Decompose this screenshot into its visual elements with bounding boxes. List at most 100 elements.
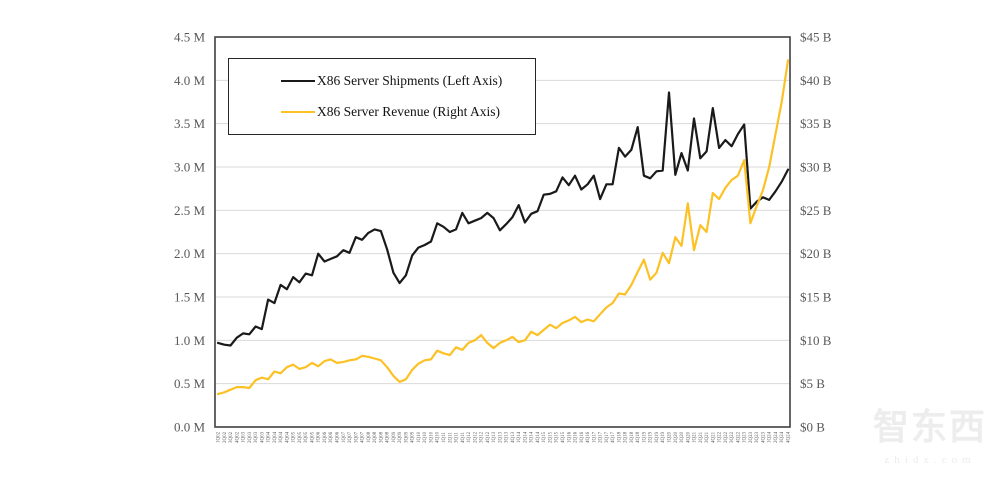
x-axis-tick-label: 3Q03: [254, 431, 259, 443]
x-axis-tick-label: 4Q03: [260, 431, 265, 443]
x-axis-tick-label: 3Q09: [404, 431, 409, 443]
x-axis-tick-label: 3Q05: [304, 431, 309, 443]
x-axis-tick-label: 1Q08: [367, 431, 372, 443]
x-axis-tick-label: 1Q16: [567, 431, 572, 443]
x-axis-tick-label: 4Q22: [736, 431, 741, 443]
x-axis-tick-label: 4Q10: [436, 431, 441, 443]
shipments-line-swatch: [281, 80, 315, 83]
x-axis-tick-label: 4Q02: [235, 431, 240, 443]
x-axis-tick-label: 1Q02: [217, 431, 222, 443]
left-axis-tick-label: 3.5 M: [174, 116, 206, 131]
x-axis-tick-label: 1Q04: [267, 431, 272, 443]
left-axis-tick-label: 2.5 M: [174, 203, 206, 218]
x-axis-tick-label: 2Q02: [223, 431, 228, 443]
right-axis-tick-label: $0 B: [800, 420, 825, 435]
x-axis-tick-label: 1Q09: [392, 431, 397, 443]
revenue-line-swatch: [281, 110, 315, 113]
left-axis-tick-label: 2.0 M: [174, 246, 206, 261]
x-axis-tick-label: 4Q09: [411, 431, 416, 443]
left-axis-tick-label: 1.0 M: [174, 333, 206, 348]
right-axis-tick-label: $45 B: [800, 30, 832, 45]
left-axis-tick-label: 1.5 M: [174, 290, 206, 305]
x-axis-tick-label: 3Q16: [580, 431, 585, 443]
x-axis-tick-label: 2Q21: [699, 431, 704, 443]
x-axis-tick-label: 1Q17: [592, 431, 597, 443]
x-axis-tick-label: 3Q18: [630, 431, 635, 443]
x-axis-tick-label: 4Q04: [285, 431, 290, 443]
x-axis-tick-label: 1Q24: [768, 431, 773, 443]
x-axis-tick-label: 4Q07: [361, 431, 366, 443]
right-axis-tick-label: $10 B: [800, 333, 832, 348]
x-axis-tick-label: 3Q21: [705, 431, 710, 443]
x-axis-tick-label: 1Q19: [642, 431, 647, 443]
x-axis-tick-label: 4Q11: [461, 432, 466, 443]
right-axis-tick-label: $20 B: [800, 246, 832, 261]
x-axis-tick-label: 3Q12: [480, 431, 485, 443]
x-axis-tick-label: 2Q07: [348, 431, 353, 443]
left-axis-tick-label: 3.0 M: [174, 160, 206, 175]
left-axis-tick-label: 0.0 M: [174, 420, 206, 435]
x-axis-tick-label: 1Q12: [467, 431, 472, 443]
legend-item-revenue: X86 Server Revenue (Right Axis): [281, 104, 535, 120]
x-axis-tick-label: 1Q14: [517, 431, 522, 443]
x-axis-tick-label: 2Q12: [473, 431, 478, 443]
x-axis-tick-label: 2Q04: [273, 431, 278, 443]
x-axis-tick-label: 4Q14: [536, 431, 541, 443]
right-axis-tick-label: $15 B: [800, 290, 832, 305]
x-axis-tick-label: 1Q13: [492, 431, 497, 443]
x-axis-tick-label: 1Q06: [317, 431, 322, 443]
x-axis-tick-label: 2Q15: [548, 431, 553, 443]
right-axis-tick-label: $35 B: [800, 116, 832, 131]
x-axis-tick-label: 2Q08: [373, 431, 378, 443]
x-axis-tick-label: 1Q21: [693, 431, 698, 443]
watermark: 智东西 zhidx.com: [862, 402, 998, 466]
x-axis-tick-label: 4Q12: [486, 431, 491, 443]
x-axis-tick-label: 4Q05: [310, 431, 315, 443]
x-axis-tick-label: 3Q04: [279, 431, 284, 443]
x-axis-tick-label: 4Q06: [336, 431, 341, 443]
x-axis-tick-label: 3Q23: [755, 431, 760, 443]
x-axis-tick-label: 2Q10: [423, 431, 428, 443]
x-axis-tick-label: 2Q16: [574, 431, 579, 443]
watermark-logo: 智东西: [872, 407, 987, 447]
x-axis-tick-label: 4Q24: [787, 431, 792, 443]
x-axis-tick-label: 2Q18: [624, 431, 629, 443]
plot-border: [214, 36, 791, 428]
x-axis-tick-label: 2Q23: [749, 431, 754, 443]
x-axis-tick-label: 4Q18: [636, 431, 641, 443]
x-axis-tick-label: 1Q10: [417, 431, 422, 443]
x-axis-tick-label: 3Q02: [229, 431, 234, 443]
x-axis-tick-label: 1Q05: [292, 431, 297, 443]
x-axis-tick-label: 3Q17: [605, 431, 610, 443]
x-axis-tick-label: 3Q06: [329, 431, 334, 443]
x-axis-tick-label: 3Q11: [455, 432, 460, 443]
x-axis-tick-label: 3Q24: [780, 431, 785, 443]
right-axis-tick-label: $40 B: [800, 73, 832, 88]
x-axis-tick-label: 3Q10: [429, 431, 434, 443]
x-axis-tick-label: 3Q14: [530, 431, 535, 443]
x-axis-tick-label: 2Q17: [599, 431, 604, 443]
x-axis-tick-label: 3Q20: [680, 431, 685, 443]
x-axis-tick-label: 1Q11: [442, 432, 447, 443]
right-axis-tick-label: $30 B: [800, 160, 832, 175]
right-axis-tick-label: $5 B: [800, 376, 825, 391]
x-axis-tick-label: 3Q22: [730, 431, 735, 443]
x-axis-tick-label: 1Q07: [342, 431, 347, 443]
legend-label-shipments: X86 Server Shipments (Left Axis): [317, 73, 503, 89]
x-axis-tick-label: 4Q08: [386, 431, 391, 443]
x-axis-tick-label: 2Q11: [448, 432, 453, 443]
x-axis-tick-label: 4Q16: [586, 431, 591, 443]
x-axis-tick-label: 2Q13: [498, 431, 503, 443]
left-axis-tick-label: 4.5 M: [174, 30, 206, 45]
x-axis-tick-label: 4Q23: [761, 431, 766, 443]
x-axis-tick-label: 2Q06: [323, 431, 328, 443]
x-axis-tick-label: 2Q19: [649, 431, 654, 443]
series-line-shipments: [216, 91, 790, 347]
x-axis-tick-label: 2Q20: [674, 431, 679, 443]
x-axis-tick-label: 1Q03: [242, 431, 247, 443]
x-axis-tick-label: 2Q05: [298, 431, 303, 443]
right-axis-tick-label: $25 B: [800, 203, 832, 218]
chart-legend: X86 Server Shipments (Left Axis) X86 Ser…: [228, 58, 536, 135]
